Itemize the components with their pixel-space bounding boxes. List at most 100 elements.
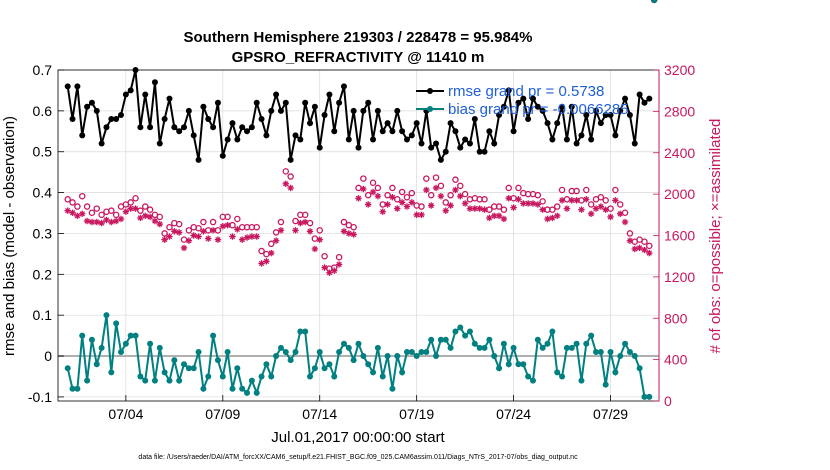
obs-possible-point (88, 209, 96, 216)
obs-assimilated-stroke (312, 246, 318, 252)
obs-assimilated-point (326, 269, 333, 276)
obs-assimilated-point (636, 244, 643, 252)
obs-assimilated-point (214, 236, 222, 243)
obs-assimilated-stroke (215, 236, 221, 243)
obs-possible-point (209, 218, 217, 226)
obs-assimilated-stroke (612, 197, 619, 204)
bias-point (486, 336, 493, 343)
bias-point (365, 361, 372, 368)
legend-bias-label: bias grand pr = -0.0066285 (448, 101, 629, 118)
obs-possible-point (505, 184, 512, 192)
y2-axis-label: # of obs: o=possible; ×=assimilated (707, 119, 724, 354)
obs-possible-point (350, 223, 357, 231)
obs-assimilated-stroke (438, 193, 444, 199)
obs-assimilated-stroke (544, 216, 551, 222)
obs-assimilated-point (437, 192, 445, 200)
rmse-point (340, 83, 347, 90)
obs-assimilated-point (268, 249, 275, 257)
obs-assimilated-stroke (447, 202, 454, 209)
rmse-point (176, 128, 183, 135)
obs-possible-point (539, 198, 546, 205)
obs-possible-point (200, 218, 207, 226)
chart-title: Southern Hemisphere 219303 / 228478 = 95… (184, 29, 533, 46)
obs-assimilated-point (423, 186, 430, 194)
obs-assimilated-stroke (549, 215, 556, 221)
obs-assimilated-point (500, 215, 508, 223)
obs-possible-point (427, 191, 435, 199)
obs-assimilated-stroke (341, 228, 347, 235)
bias-point (137, 373, 144, 380)
obs-assimilated-point (495, 212, 503, 220)
legend: rmse grand pr = 0.5738 bias grand pr = -… (416, 83, 629, 118)
obs-possible-point (607, 205, 614, 212)
obs-assimilated-point (364, 201, 372, 208)
obs-assimilated-point (151, 217, 159, 225)
obs-assimilated-point (631, 245, 638, 253)
obs-assimilated-stroke (646, 250, 653, 256)
obs-assimilated-point (331, 267, 338, 274)
obs-assimilated-point (258, 260, 265, 267)
obs-assimilated-point (156, 220, 163, 228)
bias-point (292, 348, 299, 355)
obs-possible-point (573, 187, 580, 195)
obs-possible-point (355, 184, 362, 192)
bias-point (118, 348, 125, 355)
obs-assimilated-point (311, 245, 319, 253)
rmse-point (214, 99, 221, 106)
bias-point (219, 373, 226, 380)
obs-assimilated-stroke (74, 213, 81, 219)
obs-possible-point (394, 196, 401, 203)
obs-assimilated-stroke (370, 189, 376, 195)
rmse-point (578, 132, 585, 139)
obs-assimilated-stroke (443, 207, 449, 214)
obs-possible-point (316, 227, 323, 234)
bias-point (161, 369, 168, 376)
rmse-point (147, 124, 154, 131)
bias-point (195, 348, 202, 355)
rmse-point (88, 99, 95, 106)
bias-point (379, 373, 386, 380)
rmse-point (457, 144, 464, 151)
obs-assimilated-stroke (123, 209, 129, 215)
obs-assimilated-stroke (283, 181, 289, 187)
obs-assimilated-stroke (268, 250, 274, 256)
bias-point (355, 340, 362, 347)
rmse-point (505, 87, 512, 94)
rmse-point (103, 124, 110, 131)
obs-assimilated-stroke (239, 236, 245, 243)
rmse-point (210, 124, 217, 131)
obs-assimilated-stroke (622, 219, 628, 225)
obs-assimilated-stroke (118, 216, 124, 222)
rmse-point (69, 116, 76, 123)
y-tick-label: 0.7 (33, 62, 53, 78)
y-tick-label: 0.6 (33, 103, 53, 119)
obs-assimilated-stroke (399, 199, 405, 206)
obs-assimilated-point (398, 199, 406, 206)
obs-assimilated-point (301, 218, 309, 226)
bias-point (273, 353, 280, 360)
obs-possible-point (452, 176, 459, 183)
x-tick-label: 07/19 (399, 406, 434, 422)
obs-assimilated-stroke (462, 200, 468, 207)
rmse-point (370, 136, 377, 143)
y-tick-label: 0.3 (33, 225, 53, 241)
obs-assimilated-stroke (433, 185, 439, 191)
obs-assimilated-point (355, 195, 362, 202)
obs-assimilated-stroke (491, 213, 497, 219)
y2-tick-label: 0 (664, 393, 672, 409)
rmse-point (156, 140, 163, 147)
obs-assimilated-point (287, 184, 294, 192)
obs-possible-point (597, 193, 605, 201)
obs-assimilated-stroke (108, 219, 115, 225)
obs-possible-point (398, 188, 406, 196)
bias-point (408, 348, 415, 355)
obs-assimilated-stroke (205, 235, 211, 242)
obs-assimilated-stroke (617, 211, 623, 217)
obs-possible-point (389, 184, 396, 192)
rmse-point (515, 99, 522, 106)
rmse-point (437, 156, 444, 163)
obs-assimilated-stroke (583, 196, 589, 202)
obs-possible-point (78, 192, 86, 200)
rmse-point (113, 116, 120, 123)
rmse-point (273, 91, 280, 98)
